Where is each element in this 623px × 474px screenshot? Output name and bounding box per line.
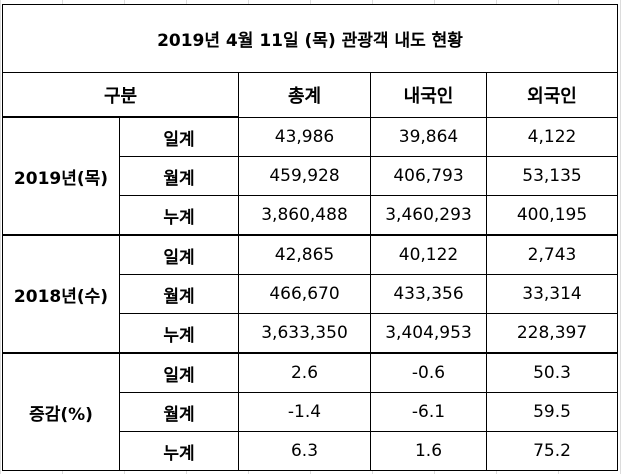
table-row: 월계 -1.4 -6.1 59.5 bbox=[3, 392, 619, 432]
visitor-stats-table: 2019년 4월 11일 (목) 관광객 내도 현황 구분 총계 내국인 외국인… bbox=[1, 4, 619, 471]
total-cell: -1.4 bbox=[238, 392, 371, 432]
domestic-cell: -6.1 bbox=[370, 392, 487, 432]
total-cell: 3,860,488 bbox=[238, 195, 371, 236]
table-row: 누계 6.3 1.6 75.2 bbox=[3, 431, 619, 471]
period-label: 누계 bbox=[119, 195, 239, 236]
total-cell: 459,928 bbox=[238, 156, 371, 196]
period-label: 누계 bbox=[119, 431, 239, 471]
header-foreign: 외국인 bbox=[485, 72, 619, 118]
foreign-cell: 75.2 bbox=[485, 431, 619, 471]
foreign-cell: 400,195 bbox=[485, 195, 619, 236]
table-row: 2019년(목) 일계 43,986 39,864 4,122 bbox=[2, 116, 619, 236]
header-total: 총계 bbox=[238, 72, 371, 118]
foreign-cell: 50.3 bbox=[485, 352, 619, 393]
total-cell: 3,633,350 bbox=[238, 313, 371, 354]
foreign-cell: 228,397 bbox=[485, 313, 619, 354]
total-cell: 466,670 bbox=[238, 274, 371, 314]
header-domestic: 내국인 bbox=[370, 72, 487, 118]
period-label: 월계 bbox=[119, 274, 239, 314]
table-title: 2019년 4월 11일 (목) 관광객 내도 현황 bbox=[1, 4, 619, 73]
period-label: 월계 bbox=[119, 392, 239, 432]
period-label: 일계 bbox=[119, 234, 239, 275]
domestic-cell: 1.6 bbox=[370, 431, 487, 471]
table-row: 누계 3,633,350 3,404,953 228,397 bbox=[3, 313, 619, 354]
domestic-cell: 39,864 bbox=[370, 116, 487, 157]
foreign-cell: 53,135 bbox=[485, 156, 619, 196]
period-label: 일계 bbox=[119, 116, 239, 157]
table-row: 월계 466,670 433,356 33,314 bbox=[3, 274, 619, 314]
domestic-cell: 3,460,293 bbox=[370, 195, 487, 236]
group-label-2019: 2019년(목) bbox=[2, 116, 120, 236]
header-group: 구분 bbox=[2, 72, 239, 118]
domestic-cell: 40,122 bbox=[370, 234, 487, 275]
domestic-cell: 3,404,953 bbox=[370, 313, 487, 354]
period-label: 일계 bbox=[119, 352, 239, 393]
total-cell: 43,986 bbox=[238, 116, 371, 157]
foreign-cell: 4,122 bbox=[485, 116, 619, 157]
period-label: 누계 bbox=[119, 313, 239, 354]
table-row: 월계 459,928 406,793 53,135 bbox=[3, 156, 619, 196]
total-cell: 42,865 bbox=[238, 234, 371, 275]
total-cell: 2.6 bbox=[238, 352, 371, 393]
period-label: 월계 bbox=[119, 156, 239, 196]
group-label-change: 증감(%) bbox=[2, 352, 120, 471]
table-row: 2018년(수) 일계 42,865 40,122 2,743 bbox=[2, 234, 619, 354]
foreign-cell: 59.5 bbox=[485, 392, 619, 432]
foreign-cell: 33,314 bbox=[485, 274, 619, 314]
foreign-cell: 2,743 bbox=[485, 234, 619, 275]
domestic-cell: 433,356 bbox=[370, 274, 487, 314]
domestic-cell: -0.6 bbox=[370, 352, 487, 393]
table-row: 증감(%) 일계 2.6 -0.6 50.3 bbox=[2, 352, 619, 471]
table-row: 누계 3,860,488 3,460,293 400,195 bbox=[3, 195, 619, 236]
domestic-cell: 406,793 bbox=[370, 156, 487, 196]
total-cell: 6.3 bbox=[238, 431, 371, 471]
group-label-2018: 2018년(수) bbox=[2, 234, 120, 354]
header-row: 구분 총계 내국인 외국인 bbox=[2, 72, 619, 118]
